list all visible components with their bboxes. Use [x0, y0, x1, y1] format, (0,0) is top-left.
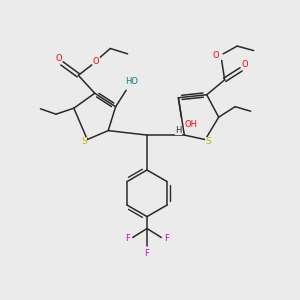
Text: OH: OH [184, 120, 197, 129]
Text: S: S [81, 137, 87, 146]
Text: O: O [93, 57, 100, 66]
Text: S: S [206, 137, 211, 146]
Text: H: H [175, 126, 182, 135]
Text: F: F [164, 235, 169, 244]
Text: HO: HO [126, 77, 139, 86]
Text: O: O [55, 54, 62, 63]
Text: O: O [241, 60, 248, 69]
Text: O: O [212, 50, 219, 59]
Text: F: F [125, 235, 130, 244]
Text: F: F [145, 248, 149, 257]
